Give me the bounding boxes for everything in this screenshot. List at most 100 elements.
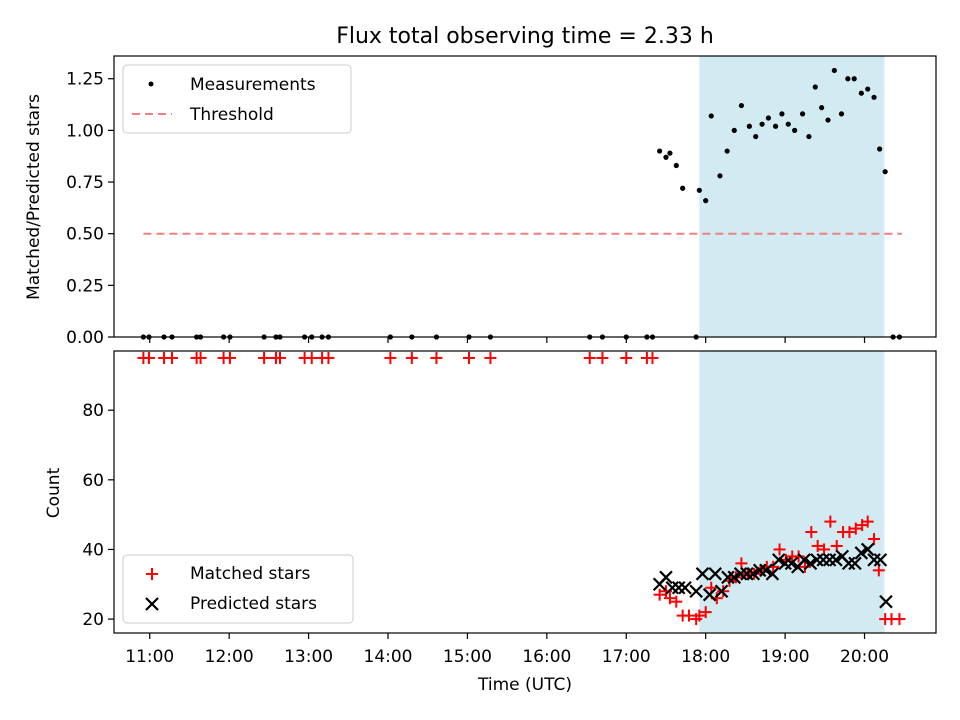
cross-b — [841, 556, 856, 571]
predicted-star-point — [759, 563, 773, 578]
predicted-star-point — [765, 567, 780, 581]
bottom-x-ticks: 11:00 12:00 13:00 14:00 15:00 16:00 17:00 18:00… — [125, 633, 889, 667]
predicted-star-point — [746, 567, 761, 581]
predicted-star-point — [659, 570, 673, 585]
top-y-tick-label: 0.50 — [66, 225, 104, 245]
measurement-point — [877, 146, 883, 152]
predicted-star-point — [678, 580, 692, 595]
matched-star-point — [405, 351, 418, 364]
top-panel: 0.00 0.25 0.50 0.75 1.00 1.25 Matched/Predict… — [24, 55, 937, 348]
cross-b — [771, 553, 786, 567]
measurement-point — [663, 154, 669, 160]
measurement-point — [680, 185, 686, 191]
matched-star-point — [717, 585, 730, 598]
top-axes-frame — [113, 55, 937, 338]
measurement-point — [753, 133, 759, 140]
bottom-axes-frame — [113, 350, 937, 634]
measurement-point — [696, 187, 702, 193]
legend-predicted-marker — [145, 597, 159, 611]
cross-b — [695, 567, 710, 581]
measurement-point — [865, 86, 871, 92]
cross-b — [784, 556, 799, 571]
cross-b — [854, 546, 869, 560]
cross-b — [665, 580, 680, 595]
cross-b — [746, 567, 761, 581]
bottom-y-ticks: 20 40 60 80 — [82, 401, 114, 630]
cross-b — [848, 556, 862, 571]
bottom-x-tick-label: 15:00 — [443, 647, 492, 667]
measurement-point — [703, 198, 709, 204]
bottom-legend-box — [122, 554, 354, 624]
cross-b — [822, 553, 837, 567]
measurement-point — [792, 127, 798, 133]
cross-b — [816, 553, 831, 567]
matched-star-point — [620, 351, 633, 364]
measurement-point — [785, 121, 791, 127]
cross-b — [678, 580, 692, 595]
matched-star-point — [583, 351, 596, 364]
cross-b — [708, 567, 722, 581]
bottom-x-tick-label: 13:00 — [284, 647, 333, 667]
predicted-star-point — [733, 567, 748, 581]
cross-b — [689, 584, 703, 599]
predicted-star-point — [784, 556, 799, 571]
cross-b — [860, 542, 875, 557]
measurement-points — [140, 67, 903, 340]
top-y-ticks: 0.00 0.25 0.50 0.75 1.00 1.25 — [66, 70, 114, 348]
measurement-point — [838, 111, 845, 117]
matched-star-point — [646, 351, 659, 364]
cross-b — [835, 549, 850, 564]
predicted-star-point — [797, 553, 811, 567]
matched-star-point — [805, 526, 818, 539]
matched-star-point — [818, 543, 831, 556]
predicted-star-point — [867, 553, 881, 567]
matched-star-point — [792, 550, 805, 563]
measurement-point — [673, 162, 679, 169]
top-y-tick-label: 1.25 — [66, 70, 104, 90]
bottom-y-tick-label: 40 — [82, 540, 104, 560]
matched-star-point — [463, 351, 476, 364]
predicted-star-point — [689, 584, 703, 599]
top-x-ticks — [149, 337, 866, 343]
top-legend: Measurements Threshold — [122, 64, 352, 134]
predicted-star-point — [695, 567, 710, 581]
matched-star-point — [322, 351, 335, 364]
predicted-star-point — [714, 584, 729, 599]
cross-b — [759, 563, 773, 578]
cross-b — [829, 553, 843, 567]
matched-star-point — [223, 351, 236, 364]
cross-b — [714, 584, 729, 599]
cross-b — [867, 553, 881, 567]
matched-star-point — [861, 515, 874, 528]
predicted-star-points — [652, 542, 893, 609]
matched-star-point — [824, 515, 837, 528]
bottom-y-tick-label: 80 — [82, 401, 104, 421]
cross-b — [797, 553, 811, 567]
cross-b — [671, 580, 686, 595]
predicted-star-point — [822, 553, 837, 567]
matched-star-point — [653, 588, 666, 601]
cross-b — [778, 556, 792, 571]
predicted-star-point — [854, 546, 869, 560]
cross-b — [740, 567, 754, 581]
predicted-star-point — [860, 542, 875, 557]
measurement-point — [759, 121, 765, 127]
measurement-point — [858, 90, 864, 96]
matched-star-point — [893, 613, 906, 626]
legend-matched-marker — [146, 568, 158, 580]
matched-star-point — [683, 609, 696, 622]
measurement-point — [831, 67, 837, 74]
cross-b — [733, 567, 748, 581]
legend-threshold-label: Threshold — [189, 105, 274, 125]
matched-star-point — [305, 351, 318, 364]
matched-star-point — [849, 522, 862, 535]
measurement-point — [851, 76, 857, 82]
matched-star-point — [868, 533, 881, 545]
bottom-x-tick-label: 20:00 — [840, 647, 889, 667]
measurement-point — [779, 111, 785, 117]
matched-star-point — [872, 564, 885, 577]
measurement-point — [717, 173, 723, 179]
bottom-x-tick-label: 12:00 — [205, 647, 254, 667]
bottom-y-tick-label: 20 — [82, 610, 104, 630]
